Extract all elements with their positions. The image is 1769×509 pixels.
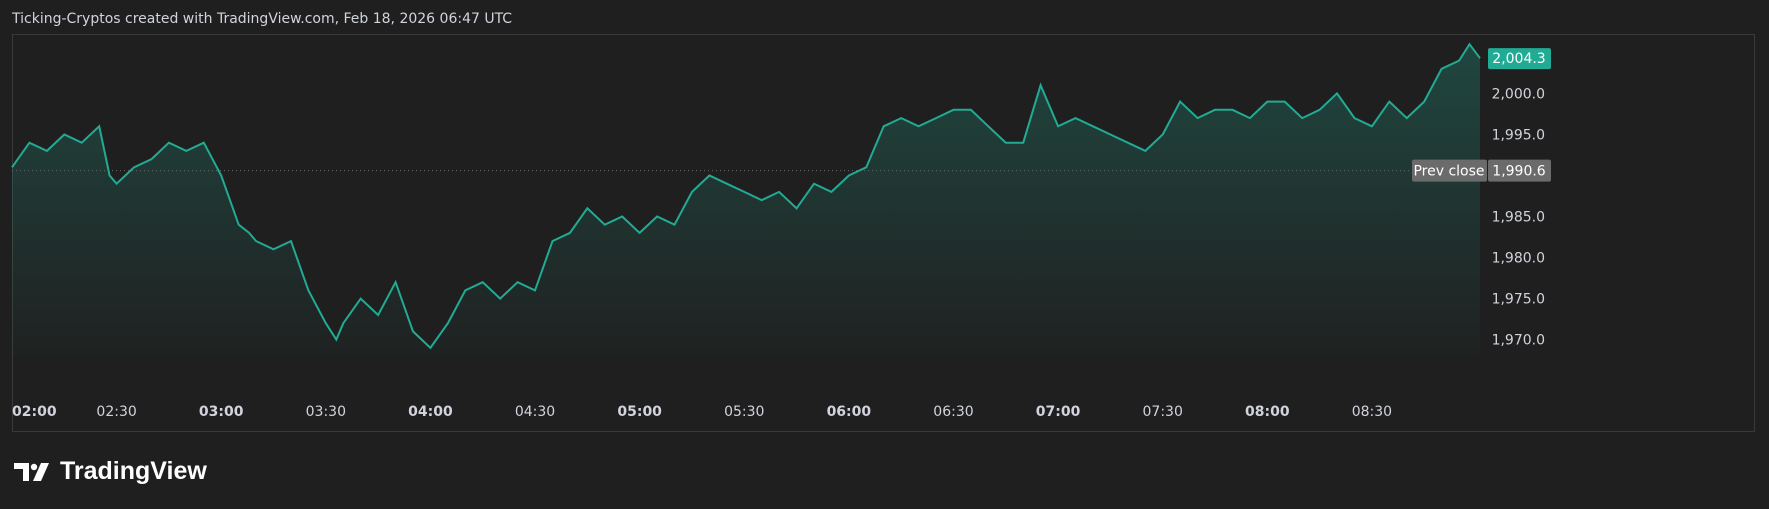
x-tick-label: 05:30	[724, 404, 764, 420]
x-tick-label: 06:00	[827, 404, 872, 420]
x-tick-label: 05:00	[617, 404, 662, 420]
y-tick-label: 1,970.0	[1492, 333, 1545, 349]
y-axis: 2,000.0 1,995.0 1,985.0 1,980.0 1,975.0 1,970…	[1492, 86, 1545, 348]
tradingview-logo-icon	[14, 462, 49, 481]
x-tick-label: 03:30	[306, 404, 346, 420]
x-tick-label: 06:30	[933, 404, 973, 420]
y-tick-label: 2,000.0	[1492, 86, 1545, 102]
price-area-fill	[12, 44, 1480, 356]
x-tick-label: 04:00	[408, 404, 453, 420]
price-line	[11, 42, 1481, 350]
prev-close-value: 1,990.6	[1492, 164, 1546, 180]
brand-name: TradingView	[60, 457, 207, 485]
y-tick-label: 1,975.0	[1492, 292, 1545, 308]
x-tick-label: 07:30	[1143, 404, 1183, 420]
y-tick-label: 1,995.0	[1492, 127, 1545, 143]
chart-attribution: Ticking-Cryptos created with TradingView…	[12, 11, 513, 27]
x-axis: 02:00 02:30 03:00 03:30 04:00 04:30 05:00 05:30…	[12, 404, 1392, 420]
prev-close-label: Prev close	[1413, 164, 1484, 180]
x-tick-label: 02:30	[96, 404, 136, 420]
x-tick-label: 08:30	[1352, 404, 1392, 420]
x-tick-label: 02:00	[12, 404, 57, 420]
last-price-badge: 2,004.3	[1488, 48, 1551, 70]
y-tick-label: 1,985.0	[1492, 210, 1545, 226]
x-tick-label: 08:00	[1245, 404, 1290, 420]
last-price-value: 2,004.3	[1492, 51, 1545, 67]
y-tick-label: 1,980.0	[1492, 251, 1545, 267]
x-tick-label: 04:30	[515, 404, 555, 420]
x-tick-label: 07:00	[1036, 404, 1081, 420]
tradingview-logo[interactable]: TradingView	[14, 457, 207, 486]
x-tick-label: 03:00	[199, 404, 244, 420]
prev-close-badge: Prev close 1,990.6	[1412, 159, 1551, 182]
